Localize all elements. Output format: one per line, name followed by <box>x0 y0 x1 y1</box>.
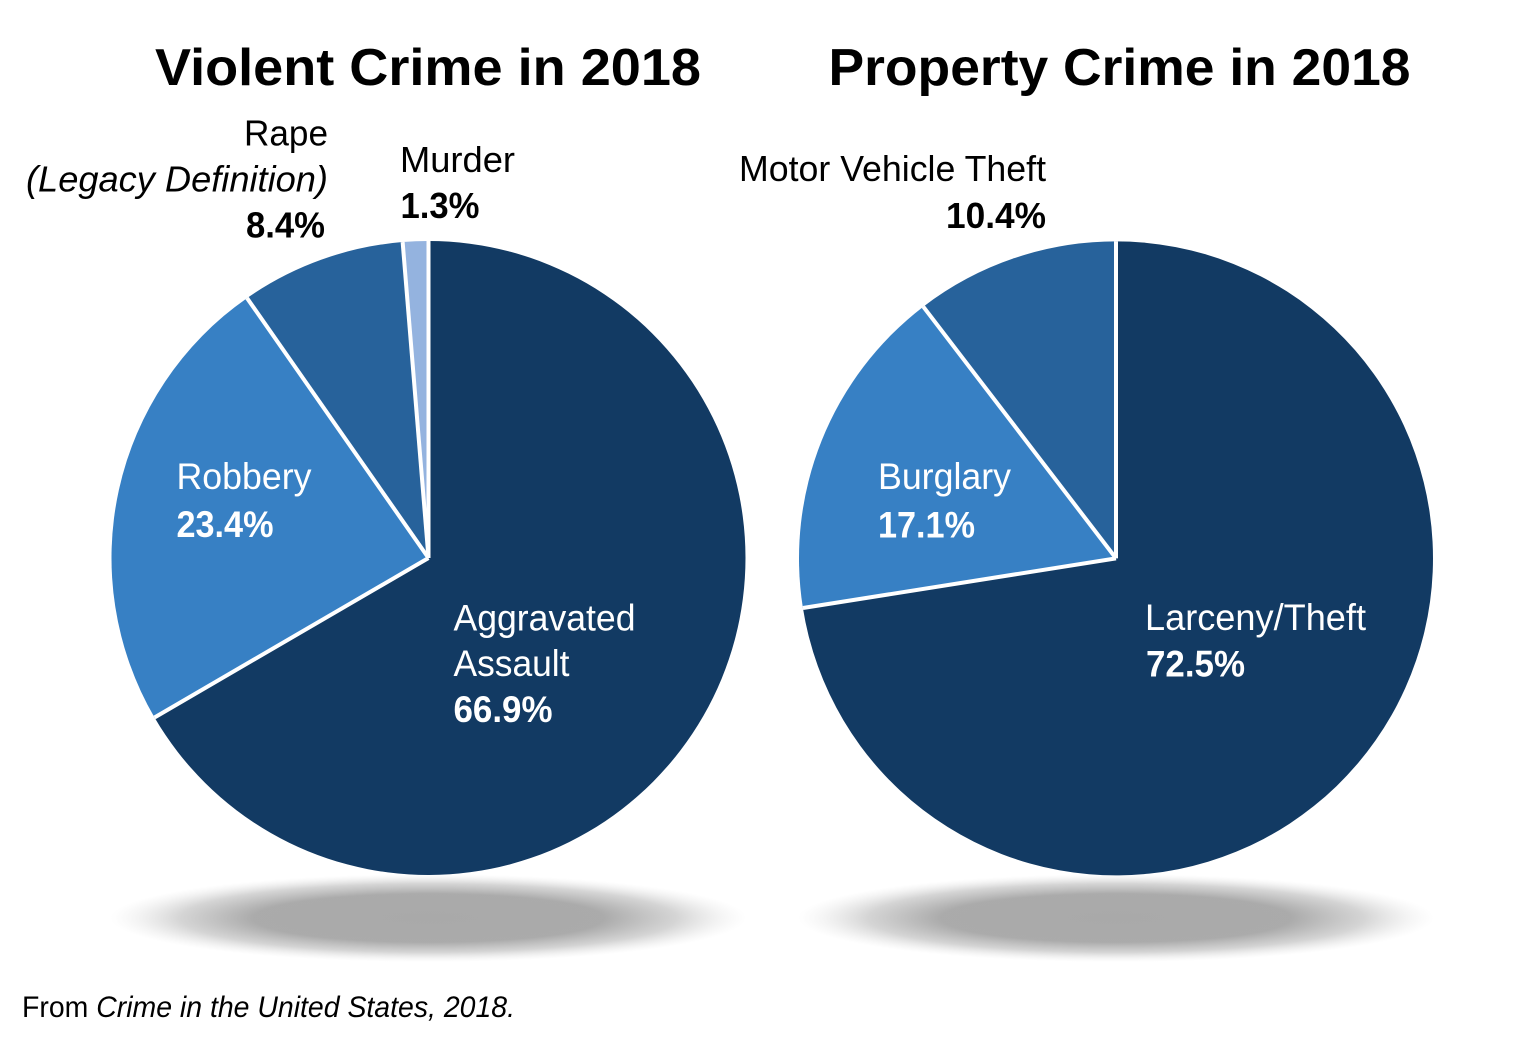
svg-text:Murder: Murder <box>400 139 515 180</box>
svg-text:1.3%: 1.3% <box>401 185 480 226</box>
svg-text:Motor Vehicle Theft: Motor Vehicle Theft <box>739 148 1046 189</box>
svg-text:From Crime in the United State: From Crime in the United States, 2018. <box>22 991 515 1024</box>
svg-text:Assault: Assault <box>454 642 571 684</box>
svg-text:17.1%: 17.1% <box>878 504 975 546</box>
svg-text:66.9%: 66.9% <box>454 688 553 730</box>
svg-text:Robbery: Robbery <box>177 455 312 497</box>
svg-text:23.4%: 23.4% <box>177 503 274 545</box>
svg-text:8.4%: 8.4% <box>246 205 325 246</box>
svg-text:Violent Crime in 2018: Violent Crime in 2018 <box>155 39 701 97</box>
svg-text:Burglary: Burglary <box>878 455 1011 497</box>
svg-text:(Legacy Definition): (Legacy Definition) <box>26 158 328 199</box>
svg-text:Larceny/Theft: Larceny/Theft <box>1145 596 1367 638</box>
svg-text:10.4%: 10.4% <box>946 195 1046 236</box>
svg-text:Aggravated: Aggravated <box>454 597 636 639</box>
svg-text:72.5%: 72.5% <box>1146 643 1245 685</box>
svg-text:Property Crime in 2018: Property Crime in 2018 <box>829 39 1411 97</box>
svg-text:Rape: Rape <box>244 113 328 154</box>
